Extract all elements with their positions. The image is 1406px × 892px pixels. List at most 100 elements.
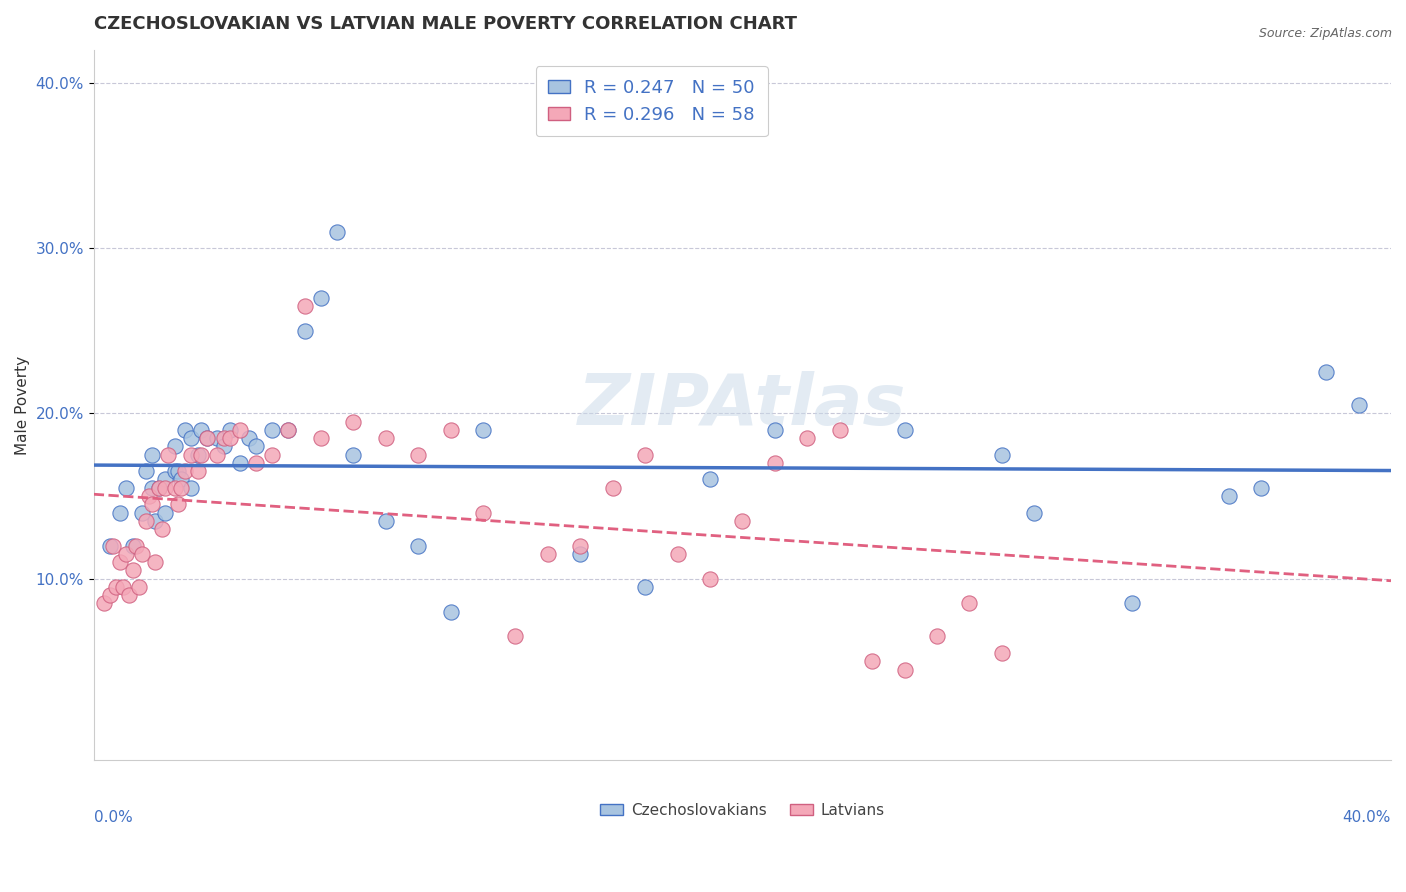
Point (699, 473, 721, 487)
Point (219, 423, 242, 437)
Point (163, 439, 186, 453)
Point (309, 431, 332, 445)
Point (763, 423, 786, 437)
Point (167, 497, 190, 511)
Point (1121, 596, 1143, 610)
Point (167, 464, 190, 478)
Point (238, 431, 260, 445)
Point (262, 423, 284, 437)
Point (763, 456, 786, 470)
Point (135, 464, 157, 478)
Point (245, 456, 267, 470)
Point (180, 481, 202, 495)
Point (118, 588, 141, 602)
Point (309, 291, 332, 305)
Point (1250, 481, 1272, 495)
Point (153, 473, 176, 487)
Point (245, 439, 267, 453)
Point (148, 481, 170, 495)
Text: Source: ZipAtlas.com: Source: ZipAtlas.com (1258, 27, 1392, 40)
Point (205, 431, 228, 445)
Point (219, 431, 242, 445)
Point (796, 431, 818, 445)
Point (128, 580, 150, 594)
Point (153, 506, 176, 520)
Point (121, 563, 143, 577)
Point (141, 497, 163, 511)
Point (406, 539, 429, 553)
Point (190, 448, 212, 462)
Text: 40.0%: 40.0% (1343, 810, 1391, 825)
Point (602, 481, 624, 495)
Point (471, 506, 494, 520)
Point (131, 547, 153, 561)
Text: CZECHOSLOVAKIAN VS LATVIAN MALE POVERTY CORRELATION CHART: CZECHOSLOVAKIAN VS LATVIAN MALE POVERTY … (94, 15, 797, 33)
Point (141, 481, 163, 495)
Point (195, 431, 218, 445)
Point (170, 481, 193, 495)
Point (180, 431, 202, 445)
Point (153, 481, 176, 495)
Legend: Czechoslovakians, Latvians: Czechoslovakians, Latvians (595, 797, 890, 824)
Point (991, 448, 1014, 462)
Point (439, 423, 461, 437)
Point (115, 547, 138, 561)
Point (537, 547, 560, 561)
Point (957, 596, 980, 610)
Point (699, 572, 721, 586)
Point (190, 423, 212, 437)
Point (105, 580, 128, 594)
Point (505, 630, 527, 644)
Point (471, 423, 494, 437)
Point (187, 464, 209, 478)
Point (262, 448, 284, 462)
Point (634, 580, 657, 594)
Point (108, 555, 131, 569)
Point (893, 423, 915, 437)
Point (374, 431, 396, 445)
Text: ZIPAtlas: ZIPAtlas (578, 370, 907, 440)
Point (205, 448, 228, 462)
Point (1347, 398, 1369, 412)
Point (326, 225, 349, 239)
Point (180, 448, 202, 462)
Point (121, 539, 143, 553)
Point (157, 448, 180, 462)
Point (98, 588, 121, 602)
Point (439, 605, 461, 619)
Point (111, 580, 134, 594)
Point (374, 514, 396, 528)
Point (666, 547, 689, 561)
Point (342, 415, 364, 429)
Point (141, 448, 163, 462)
Point (828, 423, 851, 437)
Point (173, 423, 195, 437)
Text: 0.0%: 0.0% (94, 810, 132, 825)
Point (569, 547, 592, 561)
Point (108, 506, 131, 520)
Point (294, 324, 316, 338)
Point (195, 431, 218, 445)
Point (93, 596, 115, 610)
Point (342, 448, 364, 462)
Y-axis label: Male Poverty: Male Poverty (15, 356, 30, 455)
Point (991, 646, 1014, 660)
Point (634, 448, 657, 462)
Point (277, 423, 299, 437)
Point (115, 481, 138, 495)
Point (138, 489, 160, 503)
Point (145, 514, 167, 528)
Point (148, 481, 170, 495)
Point (103, 539, 125, 553)
Point (145, 555, 167, 569)
Point (1024, 506, 1046, 520)
Point (1315, 365, 1337, 379)
Point (125, 539, 148, 553)
Point (212, 439, 235, 453)
Point (173, 464, 195, 478)
Point (860, 654, 883, 668)
Point (187, 448, 209, 462)
Point (228, 423, 250, 437)
Point (731, 514, 754, 528)
Point (294, 299, 316, 313)
